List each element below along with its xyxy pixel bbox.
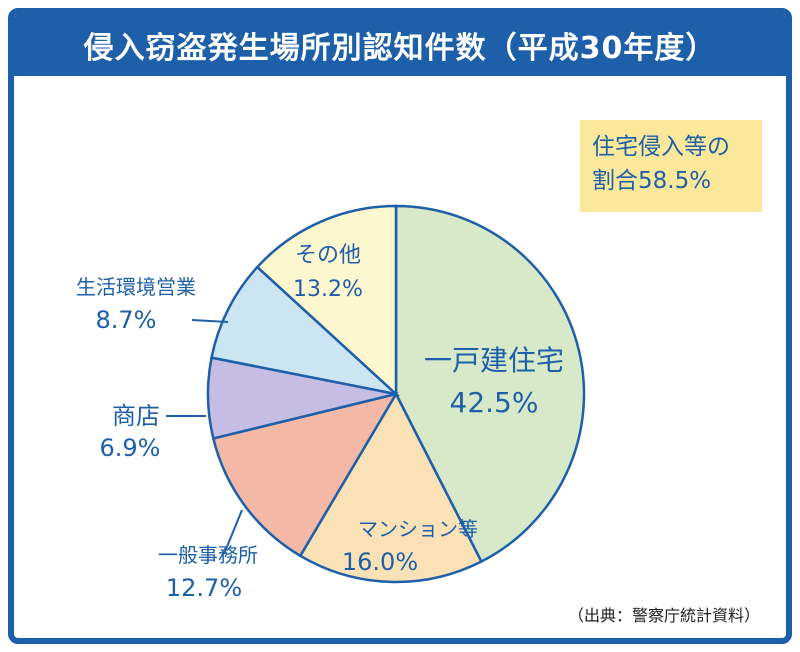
slice-label-4: 生活環境営業	[76, 275, 196, 299]
chart-title: 侵入窃盗発生場所別認知件数（平成30年度）	[14, 14, 786, 76]
pie-slice-4	[210, 265, 401, 397]
pie-slice-5	[255, 204, 398, 397]
slice-label-5: その他	[295, 243, 361, 268]
slice-value-1: 16.0%	[342, 548, 418, 576]
pie-slice-1	[298, 391, 484, 584]
pie-slice-2	[211, 392, 399, 558]
pie-slice-0	[394, 204, 586, 564]
slice-value-2: 12.7%	[166, 574, 242, 602]
housing-ratio-note: 住宅侵入等の 割合58.5%	[580, 120, 762, 212]
slice-value-3: 6.9%	[100, 434, 161, 462]
note-line-2: 割合58.5%	[592, 168, 712, 194]
slice-label-2: 一般事務所	[158, 543, 258, 567]
slice-value-0: 42.5%	[450, 386, 539, 419]
slice-label-1: マンション等	[358, 517, 478, 541]
pie-chart: 一戸建住宅 42.5% マンション等 16.0% 一般事務所 12.7% 商店 6.9% 生活環…	[76, 204, 586, 602]
slice-value-5: 13.2%	[293, 277, 363, 302]
source-note: （出典：警察庁統計資料）	[567, 606, 760, 625]
slice-value-4: 8.7%	[96, 306, 157, 334]
slice-label-0: 一戸建住宅	[424, 344, 564, 377]
chart-frame: 侵入窃盗発生場所別認知件数（平成30年度） 一戸建住宅 42.5% マンション等 16…	[8, 8, 792, 644]
slice-label-3: 商店	[112, 402, 160, 430]
leader-line-2	[191, 319, 229, 323]
note-line-1: 住宅侵入等の	[592, 134, 730, 160]
leader-line-0	[223, 509, 243, 555]
